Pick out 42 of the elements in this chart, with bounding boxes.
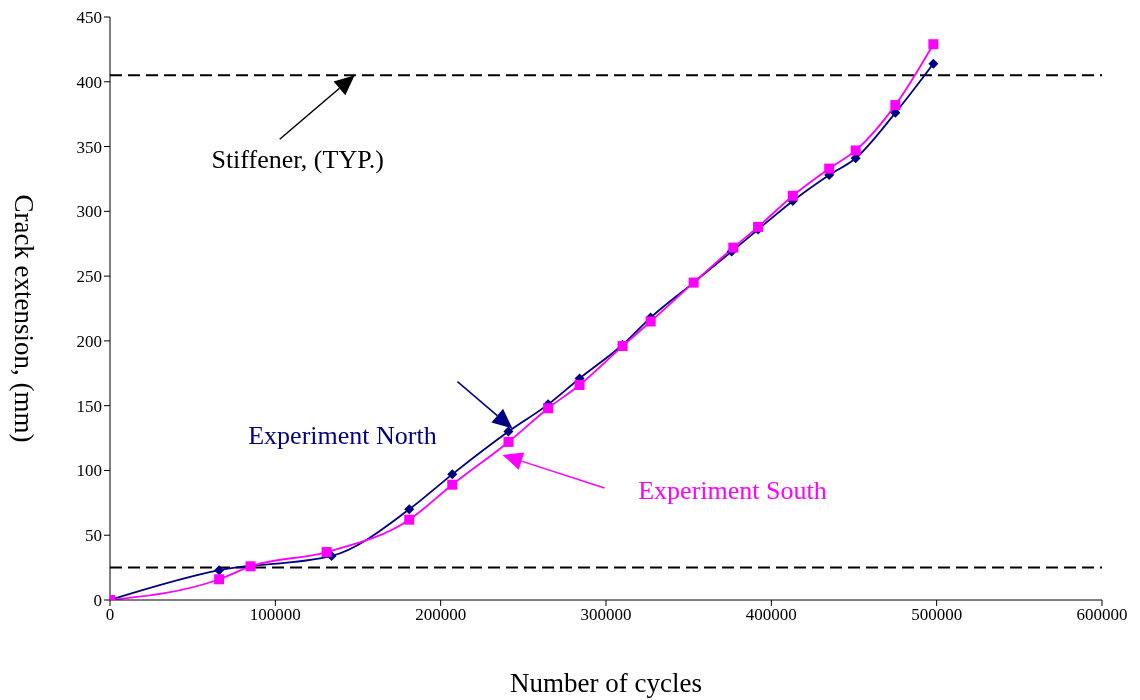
point bbox=[447, 469, 458, 480]
y-tick-label: 0 bbox=[93, 591, 102, 611]
legend-label: Experiment South bbox=[638, 475, 827, 505]
point bbox=[214, 574, 225, 585]
point bbox=[728, 242, 739, 253]
point bbox=[214, 565, 225, 576]
x-tick-label: 300000 bbox=[580, 605, 632, 625]
x-tick-label: 200000 bbox=[415, 605, 467, 625]
y-tick-label: 300 bbox=[76, 202, 102, 222]
y-axis-title: Crack extension, (mm) bbox=[9, 194, 39, 443]
x-tick-label: 0 bbox=[105, 605, 115, 625]
y-tick-label: 250 bbox=[76, 267, 102, 287]
x-tick-label: 100000 bbox=[249, 605, 301, 625]
y-tick-label: 450 bbox=[76, 8, 102, 28]
point bbox=[574, 379, 585, 390]
x-tick-label: 500000 bbox=[911, 605, 963, 625]
y-tick-label: 150 bbox=[76, 396, 102, 416]
point bbox=[787, 190, 798, 201]
y-tick-label: 50 bbox=[85, 526, 102, 546]
series-label: Experiment North bbox=[248, 420, 437, 450]
point bbox=[850, 145, 861, 156]
x-tick-label: 600000 bbox=[1076, 605, 1128, 625]
point bbox=[321, 547, 332, 558]
y-tick-label: 350 bbox=[76, 137, 102, 157]
y-tick-label: 200 bbox=[76, 331, 102, 351]
x-axis-title: Number of cycles bbox=[510, 668, 702, 698]
point bbox=[245, 561, 256, 572]
point bbox=[503, 436, 514, 447]
point bbox=[404, 504, 415, 515]
point bbox=[824, 163, 835, 174]
point bbox=[543, 403, 554, 414]
point bbox=[890, 100, 901, 111]
point bbox=[404, 514, 415, 525]
point bbox=[928, 39, 939, 50]
point bbox=[447, 479, 458, 490]
annotation: Stiffener, (TYP.) bbox=[211, 145, 384, 175]
x-tick-label: 400000 bbox=[745, 605, 797, 625]
point bbox=[645, 316, 656, 327]
y-tick-label: 400 bbox=[76, 72, 102, 92]
y-tick-label: 100 bbox=[76, 461, 102, 481]
point bbox=[928, 58, 939, 69]
point bbox=[503, 426, 514, 437]
